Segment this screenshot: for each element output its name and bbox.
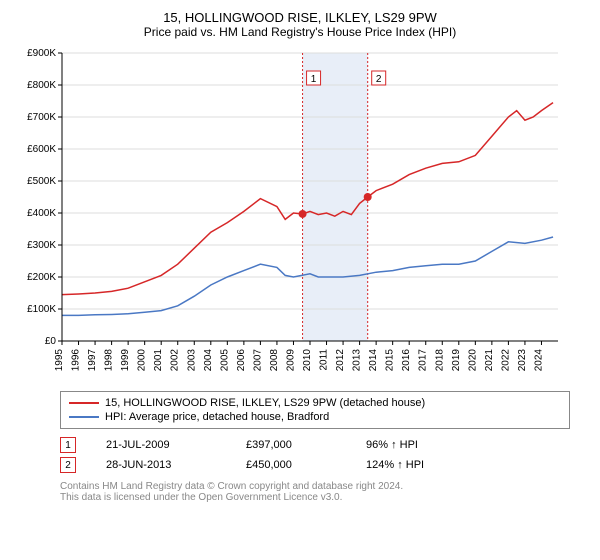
legend-label: HPI: Average price, detached house, Brad… [105, 411, 329, 423]
svg-text:2011: 2011 [319, 349, 330, 371]
svg-text:£200K: £200K [27, 272, 56, 283]
svg-text:1: 1 [311, 74, 317, 85]
svg-text:2008: 2008 [269, 349, 280, 372]
svg-text:1997: 1997 [87, 349, 98, 372]
svg-text:£600K: £600K [27, 144, 56, 155]
svg-text:£500K: £500K [27, 176, 56, 187]
svg-text:2010: 2010 [302, 349, 313, 372]
svg-text:1995: 1995 [54, 349, 65, 372]
legend-row: HPI: Average price, detached house, Brad… [69, 410, 561, 424]
footer-attribution: Contains HM Land Registry data © Crown c… [60, 481, 570, 503]
sale-date: 28-JUN-2013 [106, 459, 216, 471]
sale-marker: 2 [60, 457, 76, 473]
page-subtitle: Price paid vs. HM Land Registry's House … [10, 25, 590, 39]
svg-text:2012: 2012 [335, 349, 346, 372]
svg-text:2014: 2014 [368, 349, 379, 372]
svg-text:2013: 2013 [352, 349, 363, 372]
svg-text:£100K: £100K [27, 304, 56, 315]
chart-container: £0 £100K £200K £300K £400K £500K £600K £700K £80… [10, 45, 590, 385]
svg-text:2006: 2006 [236, 349, 247, 372]
svg-text:2000: 2000 [137, 349, 148, 372]
footer-line-1: Contains HM Land Registry data © Crown c… [60, 481, 570, 492]
svg-text:1996: 1996 [71, 349, 82, 372]
svg-text:2023: 2023 [517, 349, 528, 372]
legend-swatch [69, 416, 99, 418]
sale-pct: 96% ↑ HPI [366, 439, 418, 451]
legend-swatch [69, 402, 99, 404]
legend-label: 15, HOLLINGWOOD RISE, ILKLEY, LS29 9PW (… [105, 397, 425, 409]
svg-text:£800K: £800K [27, 80, 56, 91]
svg-text:2001: 2001 [153, 349, 164, 372]
svg-text:2005: 2005 [219, 349, 230, 372]
legend: 15, HOLLINGWOOD RISE, ILKLEY, LS29 9PW (… [60, 391, 570, 429]
sale-row: 1 21-JUL-2009 £397,000 96% ↑ HPI [60, 435, 570, 455]
svg-text:2022: 2022 [500, 349, 511, 372]
svg-text:2015: 2015 [385, 349, 396, 372]
footer-line-2: This data is licensed under the Open Gov… [60, 492, 570, 503]
price-chart: £0 £100K £200K £300K £400K £500K £600K £700K £80… [10, 45, 570, 385]
svg-text:2009: 2009 [285, 349, 296, 372]
svg-text:2018: 2018 [434, 349, 445, 372]
page-title: 15, HOLLINGWOOD RISE, ILKLEY, LS29 9PW [10, 10, 590, 25]
sale-price: £397,000 [246, 439, 336, 451]
svg-text:1999: 1999 [120, 349, 131, 372]
sale-row: 2 28-JUN-2013 £450,000 124% ↑ HPI [60, 455, 570, 475]
svg-text:1998: 1998 [104, 349, 115, 372]
svg-text:£700K: £700K [27, 112, 56, 123]
svg-text:£900K: £900K [27, 48, 56, 59]
sale-marker: 1 [60, 437, 76, 453]
svg-text:2004: 2004 [203, 349, 214, 372]
svg-text:£300K: £300K [27, 240, 56, 251]
sales-table: 1 21-JUL-2009 £397,000 96% ↑ HPI 2 28-JUN-201… [60, 435, 570, 475]
svg-text:2021: 2021 [484, 349, 495, 372]
svg-text:2003: 2003 [186, 349, 197, 372]
svg-text:2: 2 [376, 74, 382, 85]
svg-text:£0: £0 [45, 336, 57, 347]
svg-text:2016: 2016 [401, 349, 412, 372]
legend-row: 15, HOLLINGWOOD RISE, ILKLEY, LS29 9PW (… [69, 396, 561, 410]
svg-text:£400K: £400K [27, 208, 56, 219]
sale-pct: 124% ↑ HPI [366, 459, 424, 471]
svg-text:2007: 2007 [252, 349, 263, 372]
sale-date: 21-JUL-2009 [106, 439, 216, 451]
sale-price: £450,000 [246, 459, 336, 471]
svg-text:2024: 2024 [533, 349, 544, 372]
svg-text:2020: 2020 [467, 349, 478, 372]
svg-text:2019: 2019 [451, 349, 462, 372]
svg-text:2017: 2017 [418, 349, 429, 372]
svg-text:2002: 2002 [170, 349, 181, 372]
